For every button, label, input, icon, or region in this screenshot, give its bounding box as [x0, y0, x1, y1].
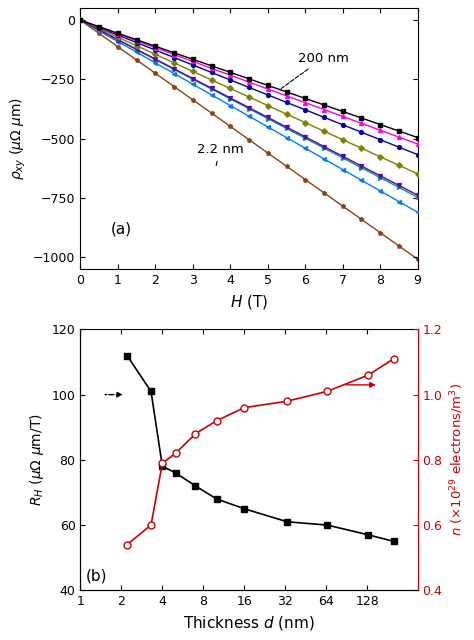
Text: (b): (b): [86, 568, 108, 584]
Text: (a): (a): [110, 221, 131, 237]
X-axis label: Thickness $d$ (nm): Thickness $d$ (nm): [183, 614, 315, 632]
X-axis label: $H$ (T): $H$ (T): [230, 292, 268, 310]
Y-axis label: $\rho_{xy}$ ($\mu\Omega$ $\mu$m): $\rho_{xy}$ ($\mu\Omega$ $\mu$m): [9, 97, 27, 180]
Y-axis label: $n$ ($\times$10$^{29}$ electrons/m$^3$): $n$ ($\times$10$^{29}$ electrons/m$^3$): [448, 383, 465, 536]
Text: 2.2 nm: 2.2 nm: [197, 143, 243, 166]
Y-axis label: $R_H$ ($\mu\Omega$ $\mu$m/T): $R_H$ ($\mu\Omega$ $\mu$m/T): [28, 413, 46, 506]
Text: 200 nm: 200 nm: [281, 52, 348, 88]
